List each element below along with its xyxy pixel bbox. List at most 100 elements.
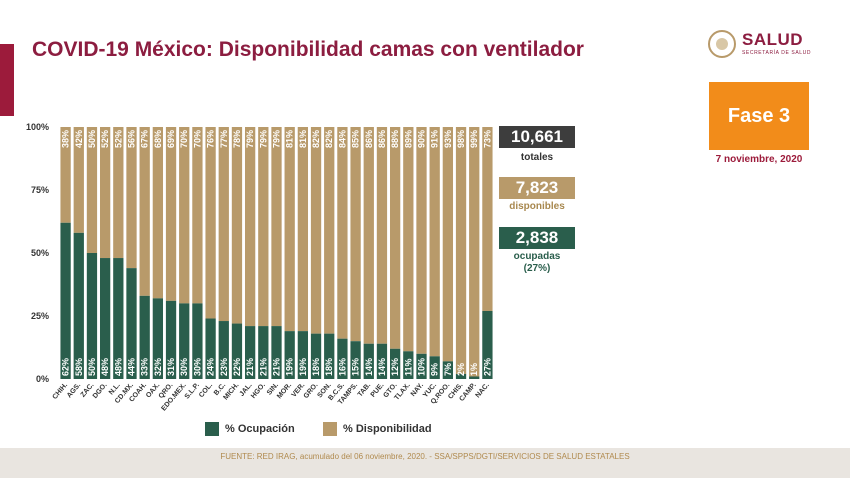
data-label-occupancy: 15% [351, 358, 361, 376]
x-tick-label: DGO. [92, 382, 109, 400]
data-label-occupancy: 48% [113, 358, 123, 376]
y-tick-label: 100% [26, 122, 49, 132]
data-label-occupancy: 14% [364, 358, 374, 376]
legend-available: % Disponibilidad [323, 422, 432, 436]
bar-availability [416, 127, 427, 354]
data-label-availability: 77% [219, 130, 229, 148]
bar-occupancy [482, 310, 493, 379]
data-label-availability: 73% [482, 130, 492, 148]
data-label-availability: 78% [232, 130, 242, 148]
bar-availability [310, 127, 322, 334]
occupied-beds-value: 2,838 [499, 227, 575, 249]
data-label-availability: 67% [140, 130, 150, 148]
data-label-occupancy: 1% [469, 363, 479, 376]
data-label-occupancy: 31% [166, 358, 176, 376]
data-label-occupancy: 18% [311, 358, 321, 376]
data-label-availability: 82% [324, 130, 334, 148]
total-beds-value: 10,661 [499, 126, 575, 148]
bar-availability [389, 127, 401, 349]
x-tick-label: NAC. [475, 382, 491, 400]
bar-availability [152, 127, 164, 299]
bar-availability [337, 127, 348, 339]
bar-availability [363, 127, 374, 344]
data-label-availability: 90% [417, 130, 427, 148]
bar-availability [429, 127, 440, 357]
logo-subtext: SECRETARÍA DE SALUD [742, 50, 812, 56]
bar-availability [284, 127, 295, 332]
data-label-occupancy: 24% [206, 358, 216, 376]
data-label-occupancy: 23% [219, 358, 229, 376]
data-label-occupancy: 21% [258, 358, 268, 376]
data-label-occupancy: 7% [443, 363, 453, 376]
data-label-occupancy: 32% [153, 358, 163, 376]
data-label-availability: 88% [390, 130, 400, 148]
data-label-availability: 99% [469, 130, 479, 148]
bar-availability [73, 127, 84, 233]
bar-occupancy [244, 326, 256, 379]
bar-occupancy [231, 323, 243, 379]
occupied-beds-label: ocupadas [513, 251, 561, 262]
bar-availability [99, 127, 111, 259]
data-label-availability: 52% [100, 130, 110, 148]
bar-availability [482, 127, 493, 311]
data-label-availability: 85% [351, 130, 361, 148]
bar-availability [231, 127, 243, 324]
data-label-occupancy: 10% [417, 358, 427, 376]
data-label-occupancy: 27% [482, 358, 492, 376]
bar-occupancy [73, 232, 84, 379]
bar-occupancy [271, 326, 282, 379]
data-label-availability: 82% [311, 130, 321, 148]
data-label-availability: 93% [443, 130, 453, 148]
data-label-availability: 76% [206, 130, 216, 148]
data-label-availability: 56% [127, 130, 137, 148]
data-label-occupancy: 22% [232, 358, 242, 376]
data-label-availability: 81% [285, 130, 295, 148]
data-label-occupancy: 12% [390, 358, 400, 376]
bar-occupancy [258, 326, 269, 379]
occupied-beds-percent: (27%) [523, 263, 551, 274]
data-label-availability: 42% [74, 130, 84, 148]
data-label-availability: 86% [377, 130, 387, 148]
data-label-occupancy: 11% [403, 358, 413, 376]
bar-occupancy [139, 295, 150, 379]
bar-availability [455, 127, 467, 374]
data-label-availability: 79% [258, 130, 268, 148]
x-tick-label: MOR. [276, 382, 293, 401]
legend-occupied: % Ocupación [205, 422, 295, 436]
data-label-availability: 84% [337, 130, 347, 148]
bar-availability [60, 127, 71, 223]
report-date: 7 noviembre, 2020 [715, 154, 803, 165]
data-label-availability: 79% [272, 130, 282, 148]
data-label-occupancy: 62% [61, 358, 71, 376]
bar-availability [205, 127, 216, 319]
data-label-availability: 52% [113, 130, 123, 148]
bar-availability [179, 127, 190, 304]
data-label-occupancy: 44% [127, 358, 137, 376]
bar-availability [126, 127, 137, 269]
total-beds-label: totales [520, 152, 554, 163]
data-label-occupancy: 19% [285, 358, 295, 376]
bar-occupancy [324, 333, 335, 379]
available-beds-value: 7,823 [499, 177, 575, 199]
bar-availability [244, 127, 256, 327]
y-tick-label: 75% [31, 185, 49, 195]
bar-availability [86, 127, 98, 253]
footer-bar [0, 448, 850, 478]
data-label-occupancy: 2% [456, 363, 466, 376]
x-tick-label: HGO. [250, 382, 267, 400]
bar-occupancy [442, 361, 454, 379]
bar-occupancy [429, 356, 440, 379]
bar-occupancy [218, 321, 229, 379]
bar-availability [403, 127, 414, 352]
bar-occupancy [86, 253, 98, 379]
left-accent-bar [0, 44, 14, 116]
data-label-availability: 79% [245, 130, 255, 148]
bar-occupancy [113, 258, 124, 379]
phase-badge: Fase 3 [709, 82, 809, 150]
bar-occupancy [126, 268, 137, 379]
bar-availability [469, 127, 480, 377]
bar-availability [258, 127, 269, 327]
data-label-availability: 86% [364, 130, 374, 148]
data-label-occupancy: 50% [87, 358, 97, 376]
